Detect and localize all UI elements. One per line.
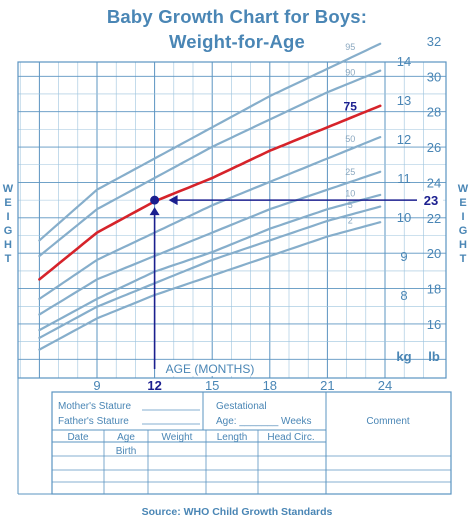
weight-label-left: G	[4, 225, 13, 237]
kg-tick-label: 11	[397, 171, 411, 186]
lb-tick-label: 32	[427, 34, 441, 49]
lb-tick-label: 20	[427, 246, 441, 261]
lb-tick-label: 30	[427, 69, 441, 84]
table-header-age: Age	[117, 432, 135, 443]
x-tick-label: 18	[263, 378, 277, 393]
percentile-label-75: 75	[344, 100, 358, 114]
kg-tick-label: 14	[397, 54, 411, 69]
kg-tick-label: 8	[400, 288, 407, 303]
kg-unit-label: kg	[396, 349, 411, 364]
percentile-label-2: 2	[348, 216, 353, 226]
percentile-curve-10	[38, 193, 382, 332]
table-header-weight: Weight	[162, 432, 193, 443]
source-note: Source: WHO Child Growth Standards	[141, 506, 333, 518]
x-tick-label: 24	[378, 378, 392, 393]
comment-label: Comment	[366, 416, 410, 427]
lb-tick-label: 26	[427, 140, 441, 155]
weight-label-right: T	[460, 253, 467, 265]
x-tick-label: 12	[147, 378, 161, 393]
plot-frame	[17, 61, 447, 379]
lb-tick-label: 24	[427, 175, 441, 190]
percentile-curve-2	[38, 221, 382, 351]
gestational-age-label: Age: _______ Weeks	[216, 416, 311, 427]
example-point	[150, 195, 160, 205]
birth-label: Birth	[116, 446, 137, 457]
example-value-bg	[417, 191, 443, 210]
percentile-label-5: 5	[348, 200, 353, 210]
lb-unit-label: lb	[428, 349, 440, 364]
percentile-label-50: 50	[345, 134, 355, 144]
table-header-date: Date	[67, 432, 89, 443]
weight-label-left: W	[3, 183, 14, 195]
chart-title-line2: Weight-for-Age	[168, 31, 306, 52]
weight-label-right: W	[458, 183, 469, 195]
weight-label-left: E	[4, 197, 11, 209]
percentile-curve-25	[38, 170, 382, 316]
kg-tick-label: 12	[397, 132, 411, 147]
record-table: Mother's Stature Father's Stature Gestatio…	[17, 378, 452, 495]
table-header-length: Length	[217, 432, 248, 443]
chart-title-line1: Baby Growth Chart for Boys:	[106, 6, 368, 27]
label-layer: 2510255075909589101112131416182022242628…	[3, 34, 469, 393]
gestational-label: Gestational	[216, 401, 267, 412]
x-tick-label: 21	[320, 378, 334, 393]
weight-label-right: E	[459, 197, 466, 209]
percentile-curve-5	[38, 205, 382, 339]
weight-label-left: H	[4, 239, 12, 251]
percentile-curve-95	[38, 42, 382, 242]
x-tick-label: 15	[205, 378, 219, 393]
lb-tick-label: 28	[427, 105, 441, 120]
percentile-curve-90	[38, 69, 382, 258]
example-weight-value: 23	[424, 193, 438, 208]
weight-label-left: I	[6, 211, 9, 223]
weight-label-right: H	[459, 239, 467, 251]
kg-tick-label: 13	[397, 93, 411, 108]
marker-layer: 23	[149, 191, 443, 369]
weight-label-left: T	[5, 253, 12, 265]
example-weight-arrow	[168, 195, 178, 206]
percentile-label-10: 10	[345, 188, 355, 198]
mothers-stature-label: Mother's Stature	[58, 401, 131, 412]
percentile-label-95: 95	[345, 42, 355, 52]
lb-tick-label: 16	[427, 317, 441, 332]
kg-tick-label: 9	[400, 249, 407, 264]
percentile-curve-75	[38, 104, 382, 281]
percentile-curve-50	[38, 136, 382, 300]
table-header-headcirc: Head Circ.	[267, 432, 314, 443]
weight-label-right: G	[459, 225, 468, 237]
fathers-stature-label: Father's Stature	[58, 416, 129, 427]
xlabel-bg	[164, 360, 256, 376]
weight-label-right: I	[461, 211, 464, 223]
curve-layer	[38, 42, 382, 351]
lb-tick-label: 18	[427, 282, 441, 297]
percentile-label-90: 90	[345, 68, 355, 78]
lb-tick-label: 22	[427, 211, 441, 226]
x-axis-title: AGE (MONTHS)	[166, 362, 255, 376]
table-frame	[51, 391, 452, 495]
example-age-arrow	[149, 207, 160, 216]
kg-tick-label: 10	[397, 210, 411, 225]
x-tick-label: 9	[93, 378, 100, 393]
percentile-label-25: 25	[345, 167, 355, 177]
